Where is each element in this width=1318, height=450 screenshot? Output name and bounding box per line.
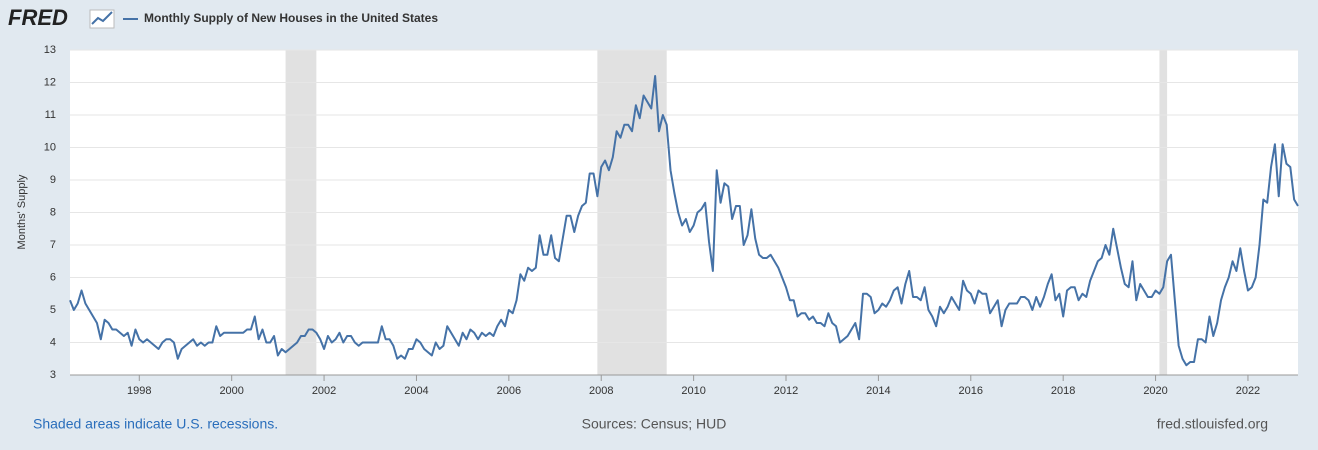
y-tick-label: 4 (50, 336, 56, 348)
y-tick-label: 11 (45, 109, 56, 121)
x-tick-label: 2004 (404, 385, 428, 397)
x-tick-label: 2002 (312, 385, 336, 397)
sources: Sources: Census; HUD (582, 416, 727, 432)
y-tick-label: 5 (50, 304, 56, 316)
logo-icon (89, 9, 115, 29)
brand-logo[interactable]: FRED (8, 5, 68, 30)
legend-label: Monthly Supply of New Houses in the Unit… (144, 11, 438, 25)
x-tick-label: 2008 (589, 385, 613, 397)
x-tick-label: 2014 (866, 385, 890, 397)
x-tick-label: 1998 (127, 385, 151, 397)
series-line (69, 75, 1299, 367)
y-tick-label: 3 (50, 369, 56, 381)
recession-note[interactable]: Shaded areas indicate U.S. recessions. (33, 416, 278, 432)
y-tick-label: 7 (50, 239, 56, 251)
x-tick-label: 2000 (219, 385, 243, 397)
y-tick-label: 6 (50, 271, 56, 283)
y-axis-label: Months' Supply (16, 174, 28, 249)
y-tick-label: 13 (44, 44, 56, 56)
y-tick-label: 8 (50, 206, 56, 218)
site-url[interactable]: fred.stlouisfed.org (1157, 416, 1268, 432)
y-tick-label: 9 (50, 174, 56, 186)
y-tick-label: 12 (44, 76, 56, 88)
x-tick-label: 2012 (774, 385, 798, 397)
x-tick-label: 2018 (1051, 385, 1075, 397)
x-tick-label: 2010 (681, 385, 705, 397)
x-tick-label: 2020 (1143, 385, 1167, 397)
x-tick-label: 2006 (497, 385, 521, 397)
y-tick-label: 10 (44, 141, 56, 153)
x-tick-label: 2016 (959, 385, 983, 397)
x-tick-label: 2022 (1236, 385, 1260, 397)
